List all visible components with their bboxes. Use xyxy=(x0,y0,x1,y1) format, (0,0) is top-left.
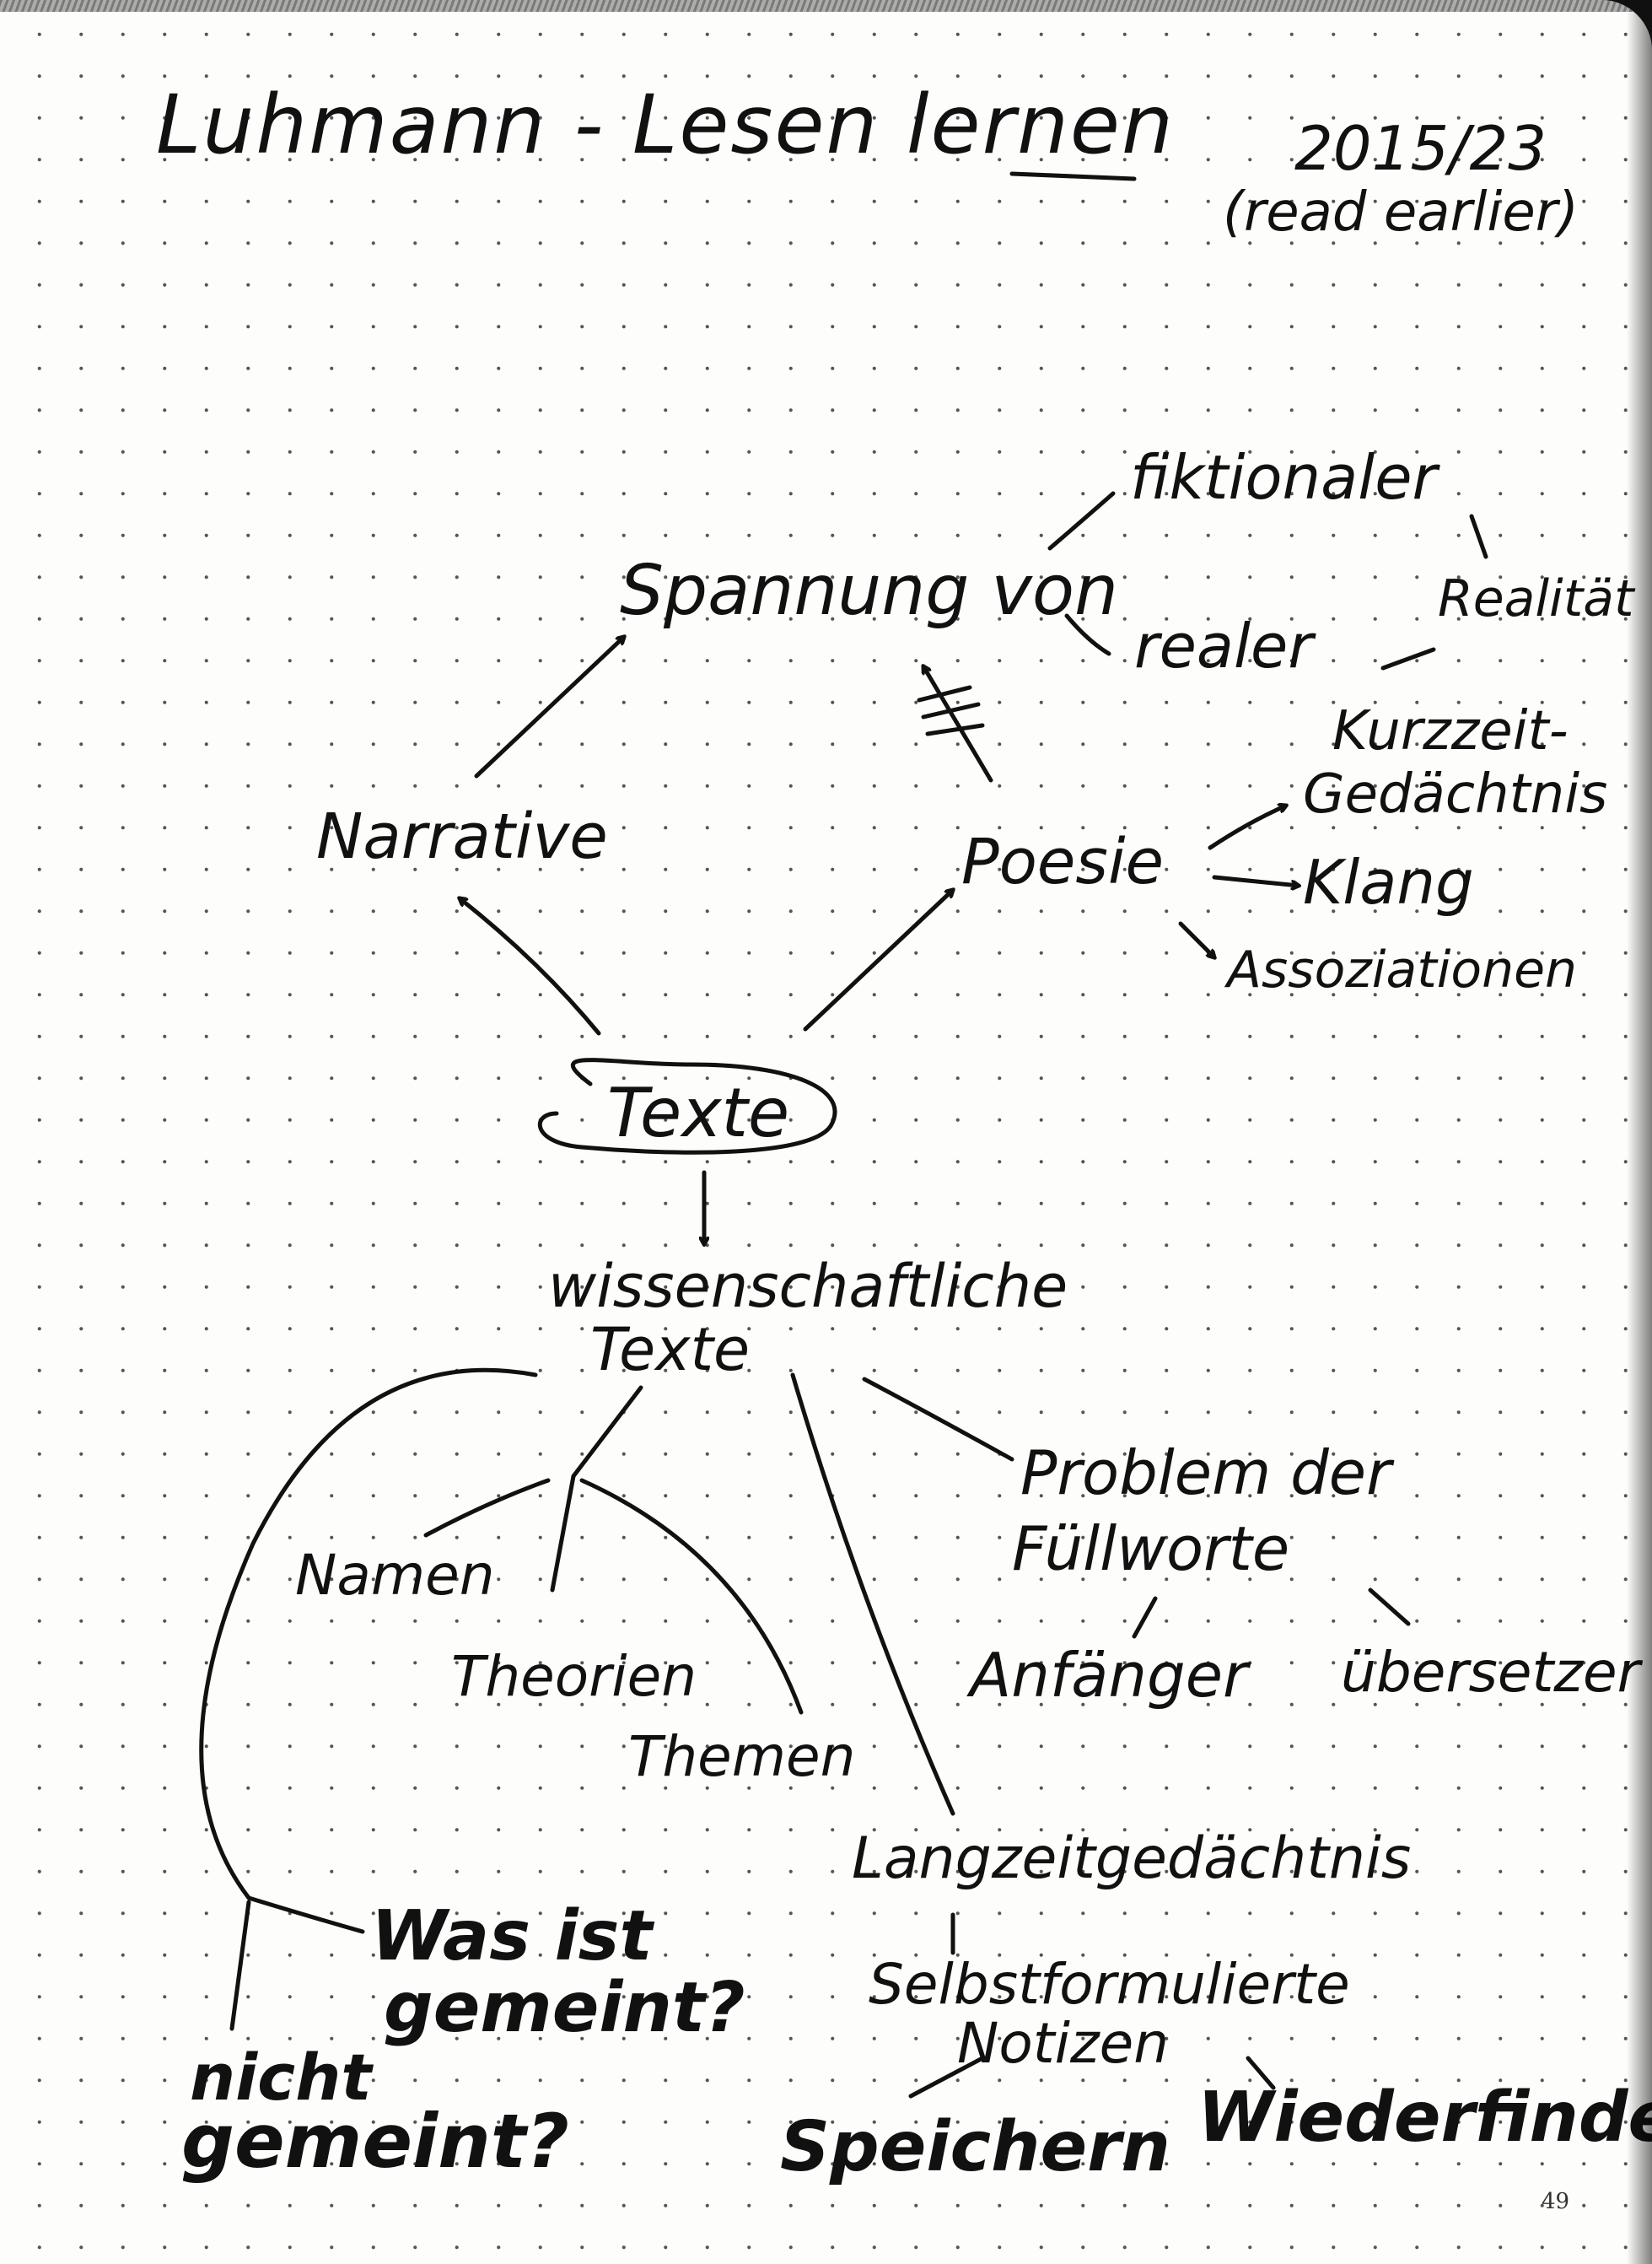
connector-spannung-realer xyxy=(1064,613,1111,656)
arrow-texte-poesie xyxy=(803,890,953,1032)
arrow-poesie-assoziationen xyxy=(1178,921,1214,957)
node-anfaenger: Anfänger xyxy=(970,1640,1248,1711)
cross-stroke-2 xyxy=(921,702,981,720)
node-nicht: nicht xyxy=(190,2040,372,2115)
connector-notizen-speichern xyxy=(908,2056,985,2099)
node-problem-der: Problem der xyxy=(1020,1437,1391,1508)
connector-fiktionaler-realitaet xyxy=(1469,514,1488,559)
node-wiederfinden: Wiederfinden xyxy=(1197,2078,1652,2158)
node-langzeitgedaechtnis: Langzeitgedächtnis xyxy=(852,1825,1412,1892)
connector-wiss-fork xyxy=(571,1385,643,1479)
node-uebersetzer: übersetzer xyxy=(1341,1640,1640,1705)
crossed-arrow-poesie-spannung xyxy=(923,666,993,783)
node-themen: Themen xyxy=(628,1724,856,1789)
node-narrative: Narrative xyxy=(316,800,608,873)
page-top-edge xyxy=(0,0,1652,12)
cross-stroke-1 xyxy=(917,685,972,703)
node-realer: realer xyxy=(1134,611,1313,682)
node-namen: Namen xyxy=(295,1543,495,1608)
node-wissenschaftliche-texte: Texte xyxy=(590,1315,751,1384)
node-spannung-von: Spannung von xyxy=(620,551,1119,631)
connector-wiss-problem xyxy=(862,1377,1014,1462)
connector-problem-anfaenger xyxy=(1132,1596,1158,1639)
connector-fork-theorien xyxy=(550,1474,576,1593)
arrow-poesie-klang xyxy=(1212,875,1299,886)
arrow-narrative-spannung xyxy=(474,637,624,779)
node-theorien: Theorien xyxy=(451,1644,697,1709)
date-note: 2015/23 xyxy=(1294,113,1547,184)
node-assoziationen: Assoziationen xyxy=(1227,941,1578,1000)
texte-oval xyxy=(537,1058,837,1155)
title-underline xyxy=(1009,171,1137,181)
connector-spannung-fiktionaler xyxy=(1047,491,1116,551)
node-kurzzeit: Kurzzeit- xyxy=(1332,700,1569,763)
node-wissenschaftliche: wissenschaftliche xyxy=(548,1252,1068,1321)
node-texte: Texte xyxy=(607,1074,790,1152)
node-selbstformulierte: Selbstformulierte xyxy=(869,1952,1350,2017)
node-poesie: Poesie xyxy=(961,826,1165,898)
page-number: 49 xyxy=(1542,2189,1570,2214)
connector-arc-was xyxy=(246,1895,365,1934)
connector-problem-uebersetzer xyxy=(1368,1587,1411,1626)
node-fiktionaler: fiktionaler xyxy=(1130,442,1438,513)
read-earlier-note: (read earlier) xyxy=(1223,181,1579,244)
connector-notizen-wiederfinden xyxy=(1246,2056,1276,2090)
node-nicht-gemeint: gemeint? xyxy=(181,2098,569,2185)
arrow-texte-narrative xyxy=(460,898,601,1036)
node-was-ist: Was ist xyxy=(371,1896,653,1976)
connector-fork-namen xyxy=(423,1478,551,1538)
node-fuellworte: Füllworte xyxy=(1012,1513,1290,1584)
node-was-gemeint: gemeint? xyxy=(384,1968,745,2048)
node-notizen: Notizen xyxy=(957,2011,1170,2076)
connector-wiss-arc xyxy=(199,1367,538,1900)
arrow-poesie-gedaechtnis xyxy=(1208,806,1286,850)
node-speichern: Speichern xyxy=(780,2107,1170,2187)
connector-fork-themen xyxy=(579,1478,804,1715)
page-title: Luhmann - Lesen lernen xyxy=(156,78,1175,172)
node-gedaechtnis: Gedächtnis xyxy=(1303,763,1608,826)
cross-stroke-3 xyxy=(925,723,985,736)
connector-realer-realitaet xyxy=(1380,647,1436,671)
page-edge-shadow xyxy=(1627,0,1652,2264)
connector-arc-nicht xyxy=(229,1900,251,2031)
node-klang: Klang xyxy=(1303,847,1474,918)
node-realitaet: Realität xyxy=(1438,569,1634,628)
connector-wiss-langzeit xyxy=(790,1372,955,1816)
